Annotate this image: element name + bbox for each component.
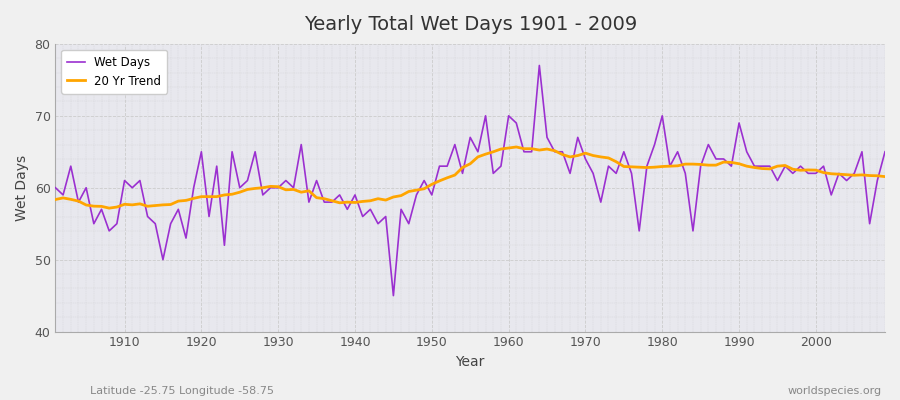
20 Yr Trend: [518, 146, 529, 151]
20 Yr Trend: [104, 206, 114, 210]
Text: Latitude -25.75 Longitude -58.75: Latitude -25.75 Longitude -58.75: [90, 386, 274, 396]
Wet Days: [281, 178, 292, 183]
Title: Yearly Total Wet Days 1901 - 2009: Yearly Total Wet Days 1901 - 2009: [303, 15, 637, 34]
Y-axis label: Wet Days: Wet Days: [15, 155, 29, 221]
Wet Days: [327, 200, 338, 204]
20 Yr Trend: [879, 174, 890, 179]
Wet Days: [503, 114, 514, 118]
20 Yr Trend: [611, 159, 622, 164]
Text: worldspecies.org: worldspecies.org: [788, 386, 882, 396]
Line: 20 Yr Trend: 20 Yr Trend: [56, 147, 885, 208]
Wet Days: [879, 149, 890, 154]
20 Yr Trend: [334, 200, 345, 205]
20 Yr Trend: [50, 197, 61, 202]
Wet Days: [534, 63, 544, 68]
20 Yr Trend: [288, 187, 299, 192]
Legend: Wet Days, 20 Yr Trend: Wet Days, 20 Yr Trend: [61, 50, 167, 94]
Line: Wet Days: Wet Days: [56, 66, 885, 296]
20 Yr Trend: [119, 202, 130, 207]
20 Yr Trend: [511, 144, 522, 149]
Wet Days: [511, 121, 522, 126]
Wet Days: [50, 185, 61, 190]
Wet Days: [112, 221, 122, 226]
Wet Days: [388, 293, 399, 298]
20 Yr Trend: [503, 146, 514, 150]
X-axis label: Year: Year: [455, 355, 485, 369]
Wet Days: [611, 171, 622, 176]
